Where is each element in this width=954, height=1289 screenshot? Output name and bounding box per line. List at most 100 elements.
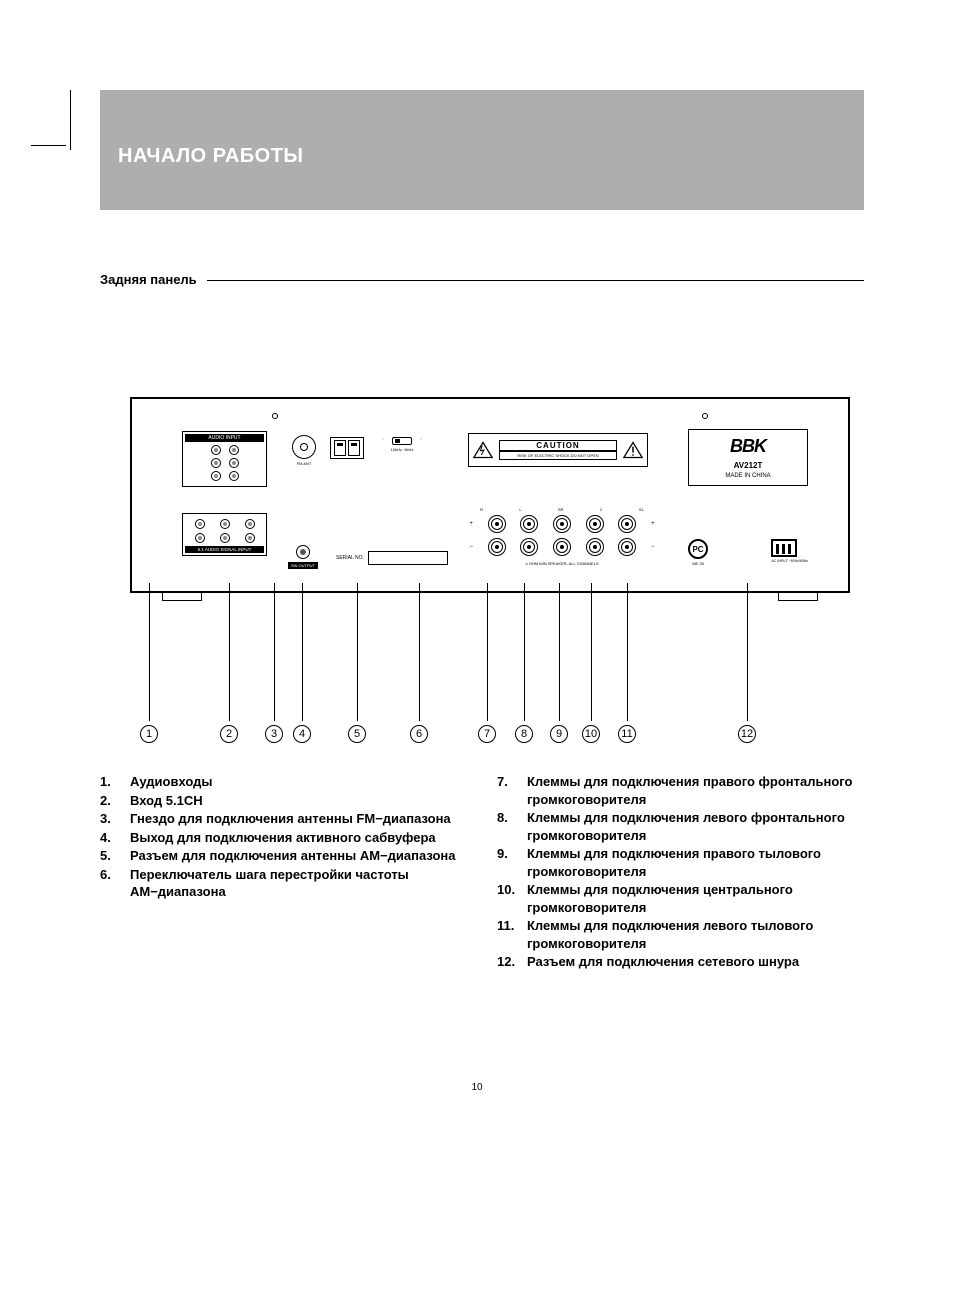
- legend-right: 7.Клеммы для подключения правого фронтал…: [497, 773, 864, 971]
- ch51-label: 5.1 AUDIO SIGNAL INPUT: [185, 546, 264, 553]
- legend-text: Разъем для подключения сетевого шнура: [527, 953, 799, 971]
- am-step-switch: ○○ 10kHz 9kHz: [380, 437, 424, 452]
- caution-sub: RISK OF ELECTRIC SHOCK DO NOT OPEN: [500, 452, 616, 459]
- callout-line: [149, 583, 150, 721]
- callout-line: [524, 583, 525, 721]
- legend-text: Гнездо для подключения антенны FM−диапаз…: [130, 810, 451, 828]
- binding-post-icon: [520, 538, 538, 556]
- subhead-row: Задняя панель: [100, 272, 864, 287]
- section-header: НАЧАЛО РАБОТЫ: [100, 90, 864, 210]
- terminal-label: SL: [639, 507, 644, 512]
- slide-switch-icon: [392, 437, 412, 445]
- binding-post-icon: [488, 515, 506, 533]
- callout-line: [591, 583, 592, 721]
- callout-number: 4: [293, 725, 311, 743]
- fm-label: FM ANT: [292, 461, 316, 466]
- rca-row: [185, 445, 264, 455]
- legend-text: Аудиовходы: [130, 773, 213, 791]
- rca-row: [185, 471, 264, 481]
- rca-jack-icon: [229, 445, 239, 455]
- legend-num: 6.: [100, 866, 130, 901]
- callout-area: 123456789101112: [130, 593, 850, 743]
- binding-post-icon: [553, 515, 571, 533]
- callout-number: 6: [410, 725, 428, 743]
- legend-text: Разъем для подключения антенны AM−диапаз…: [130, 847, 456, 865]
- made-in-label: MADE IN CHINA: [693, 473, 803, 479]
- legend-item: 12.Разъем для подключения сетевого шнура: [497, 953, 864, 971]
- serial-box: [368, 551, 448, 565]
- terminal-label: SR: [558, 507, 564, 512]
- rca-jack-icon: [211, 458, 221, 468]
- callout-line: [747, 583, 748, 721]
- callout-number: 9: [550, 725, 568, 743]
- am-step-right-label: 9kHz: [404, 447, 413, 452]
- callout-line: [419, 583, 420, 721]
- shock-warning-icon: [473, 441, 493, 459]
- am-step-left-label: 10kHz: [391, 447, 402, 452]
- terminal-labels: R L SR C SL: [462, 507, 662, 512]
- legend-item: 2.Вход 5.1CH: [100, 792, 467, 810]
- model-number: AV212T: [693, 461, 803, 470]
- callout-number: 10: [582, 725, 600, 743]
- callout-number: 12: [738, 725, 756, 743]
- section-title: НАЧАЛО РАБОТЫ: [118, 145, 864, 168]
- legend-item: 9.Клеммы для подключения правого тыловог…: [497, 845, 864, 880]
- legend-num: 10.: [497, 881, 527, 916]
- sw-label: SW OUTPUT: [288, 562, 318, 569]
- legend-num: 2.: [100, 792, 130, 810]
- legend-text: Вход 5.1CH: [130, 792, 203, 810]
- ac-socket-icon: [771, 539, 797, 557]
- legend-item: 6.Переключатель шага перестройки частоты…: [100, 866, 467, 901]
- legend-text: Выход для подключения активного сабвуфер…: [130, 829, 436, 847]
- legend-num: 7.: [497, 773, 527, 808]
- rca-jack-icon: [229, 471, 239, 481]
- exclamation-warning-icon: [623, 441, 643, 459]
- rca-jack-icon: [195, 519, 205, 529]
- brand-plate: BBK AV212T MADE IN CHINA: [688, 429, 808, 486]
- terminal-label: L: [519, 507, 521, 512]
- legend-text: Переключатель шага перестройки частоты A…: [130, 866, 467, 901]
- rca-row: [185, 458, 264, 468]
- binding-post-icon: [586, 515, 604, 533]
- cert-mark-icon: PC: [688, 539, 708, 559]
- legend-text: Клеммы для подключения центрального гром…: [527, 881, 864, 916]
- legend-item: 11.Клеммы для подключения левого тыловог…: [497, 917, 864, 952]
- legend-num: 8.: [497, 809, 527, 844]
- spring-clip-icon: [334, 440, 346, 456]
- legend-num: 11.: [497, 917, 527, 952]
- callout-line: [357, 583, 358, 721]
- serial-number: SERIAL NO.: [336, 551, 448, 565]
- sw-output: SW OUTPUT: [288, 545, 318, 569]
- caution-title: CAUTION: [500, 441, 616, 452]
- legend: 1.Аудиовходы2.Вход 5.1CH3.Гнездо для под…: [100, 773, 864, 972]
- legend-item: 1.Аудиовходы: [100, 773, 467, 791]
- callout-number: 7: [478, 725, 496, 743]
- page-number: 10: [0, 1082, 954, 1093]
- subhead-rule: [207, 280, 864, 281]
- legend-num: 3.: [100, 810, 130, 828]
- rca-jack-icon: [229, 458, 239, 468]
- legend-num: 5.: [100, 847, 130, 865]
- rear-panel: AUDIO INPUT 5.1 AUDIO SIGNAL INPUT FM AN…: [130, 397, 850, 593]
- callout-number: 2: [220, 725, 238, 743]
- speaker-terminals: R L SR C SL ++ −− 4 OHM MIN SPEAKER, ALL…: [462, 507, 662, 566]
- legend-item: 5.Разъем для подключения антенны AM−диап…: [100, 847, 467, 865]
- rca-jack-icon: [211, 471, 221, 481]
- ch51-input-group: 5.1 AUDIO SIGNAL INPUT: [182, 513, 267, 556]
- legend-item: 7.Клеммы для подключения правого фронтал…: [497, 773, 864, 808]
- callout-line: [559, 583, 560, 721]
- binding-post-icon: [618, 515, 636, 533]
- cert-sub: МЕ 28: [688, 561, 708, 566]
- legend-item: 3.Гнездо для подключения антенны FM−диап…: [100, 810, 467, 828]
- legend-item: 10.Клеммы для подключения центрального г…: [497, 881, 864, 916]
- rca-jack-icon: [245, 519, 255, 529]
- legend-num: 9.: [497, 845, 527, 880]
- legend-text: Клеммы для подключения правого тылового …: [527, 845, 864, 880]
- rca-jack-icon: [296, 545, 310, 559]
- callout-number: 3: [265, 725, 283, 743]
- audio-input-group: AUDIO INPUT: [182, 431, 267, 487]
- subhead-label: Задняя панель: [100, 272, 197, 287]
- binding-post-icon: [520, 515, 538, 533]
- rca-jack-icon: [220, 519, 230, 529]
- callout-number: 8: [515, 725, 533, 743]
